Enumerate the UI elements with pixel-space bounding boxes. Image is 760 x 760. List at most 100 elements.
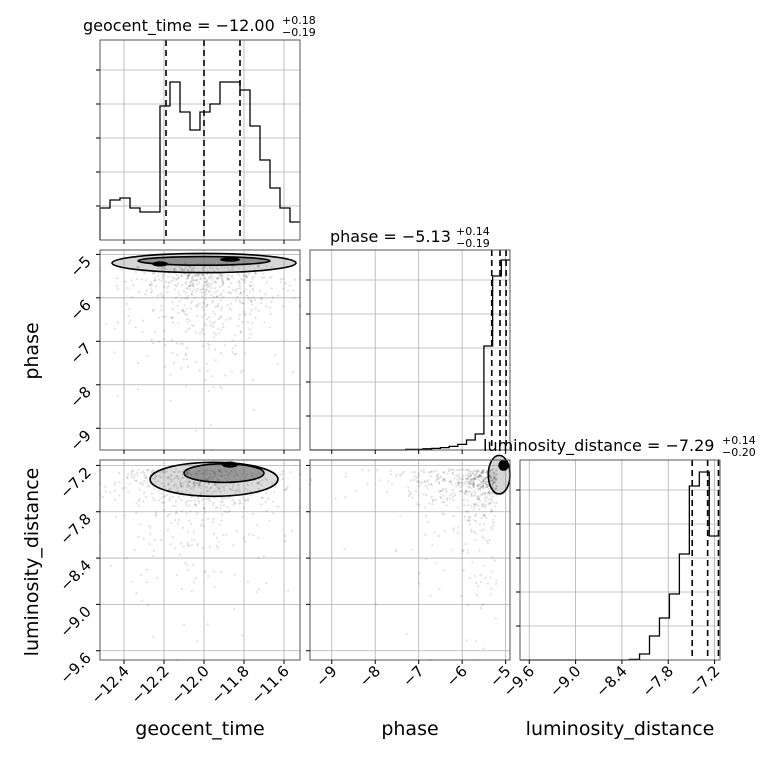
scatter-point xyxy=(193,485,196,488)
scatter-point xyxy=(257,309,260,312)
x-tick-label: −12.0 xyxy=(168,662,213,707)
scatter-point xyxy=(177,311,180,315)
scatter-point xyxy=(217,327,220,331)
scatter-point xyxy=(451,488,455,492)
scatter-point xyxy=(170,316,173,319)
scatter-point xyxy=(422,471,426,474)
scatter-point xyxy=(192,269,195,273)
scatter-point xyxy=(441,488,444,492)
scatter-point xyxy=(449,497,452,500)
scatter-point xyxy=(211,321,214,325)
scatter-point xyxy=(148,284,152,287)
scatter-point xyxy=(407,486,410,489)
scatter-point xyxy=(196,283,199,286)
scatter-point xyxy=(282,305,285,308)
scatter-point xyxy=(208,487,211,490)
scatter-point xyxy=(453,494,457,497)
scatter-point xyxy=(167,483,170,486)
scatter-point xyxy=(154,330,157,333)
scatter-point xyxy=(494,505,497,508)
scatter-point xyxy=(250,309,253,312)
scatter-point xyxy=(150,281,153,285)
scatter-point xyxy=(455,474,458,477)
scatter-point xyxy=(286,485,289,489)
scatter-point xyxy=(226,511,229,514)
scatter-point xyxy=(194,274,197,278)
scatter-point xyxy=(468,577,472,580)
scatter-point xyxy=(237,280,240,284)
scatter-point xyxy=(190,544,194,547)
panel-frame xyxy=(99,249,301,451)
scatter-point xyxy=(153,499,156,502)
scatter-point xyxy=(165,476,168,479)
scatter-point xyxy=(220,277,223,281)
scatter-point xyxy=(221,500,224,503)
scatter-point xyxy=(466,472,470,476)
scatter-point xyxy=(171,351,174,354)
scatter-point xyxy=(214,305,217,308)
scatter-point xyxy=(469,479,472,483)
scatter-point xyxy=(405,632,408,635)
scatter-point xyxy=(152,497,155,500)
scatter-point xyxy=(474,640,477,643)
scatter-point xyxy=(213,331,216,334)
scatter-point xyxy=(449,468,453,471)
scatter-point xyxy=(485,483,489,486)
density-contour xyxy=(487,454,511,495)
scatter-point xyxy=(191,284,194,287)
scatter-point xyxy=(141,599,144,602)
scatter-point xyxy=(152,309,155,313)
y-tick-label: −9.6 xyxy=(56,649,94,687)
scatter-point xyxy=(480,470,483,473)
scatter-point xyxy=(208,285,211,288)
scatter-point xyxy=(281,473,284,476)
scatter-point xyxy=(162,273,165,276)
x-axis-label-luminosity-distance: luminosity_distance xyxy=(526,718,715,740)
scatter-point xyxy=(445,504,448,507)
y-tick-label: −7 xyxy=(66,339,94,367)
scatter-point xyxy=(482,482,485,486)
scatter-point xyxy=(482,487,485,490)
scatter-point xyxy=(189,487,192,490)
scatter-point xyxy=(161,277,164,280)
scatter-point xyxy=(203,265,206,269)
scatter-point xyxy=(191,282,194,285)
scatter-point xyxy=(190,280,193,283)
scatter-point xyxy=(487,498,490,501)
scatter-point xyxy=(127,473,130,476)
scatter-point xyxy=(137,499,140,502)
scatter-point xyxy=(229,487,232,491)
scatter-point xyxy=(157,489,160,492)
scatter-point xyxy=(479,474,482,478)
scatter-point xyxy=(487,485,490,488)
scatter-point xyxy=(240,330,243,333)
scatter-point xyxy=(442,569,446,572)
scatter-point xyxy=(495,579,498,582)
scatter-point xyxy=(145,568,148,572)
scatter-point xyxy=(196,639,199,643)
scatter-point xyxy=(244,276,248,279)
scatter-point xyxy=(180,274,183,277)
scatter-point xyxy=(470,481,473,484)
scatter-point xyxy=(493,481,497,484)
scatter-point xyxy=(482,478,485,482)
scatter-point xyxy=(219,316,222,319)
scatter-point xyxy=(137,265,140,269)
y-tick-label: −7.2 xyxy=(56,464,94,502)
scatter-point xyxy=(474,491,477,494)
scatter-point xyxy=(171,535,174,539)
scatter-point xyxy=(468,482,471,486)
scatter-point xyxy=(250,303,254,306)
scatter-point xyxy=(417,472,420,475)
scatter-point xyxy=(192,285,195,288)
scatter-point xyxy=(240,277,243,280)
scatter-point xyxy=(229,292,232,295)
scatter-point xyxy=(460,482,464,485)
title-luminosity-distance-plus: +0.14 xyxy=(722,434,756,447)
scatter-point xyxy=(438,490,441,493)
scatter-point xyxy=(223,487,226,490)
scatter-point xyxy=(178,300,181,303)
scatter-point xyxy=(237,267,241,270)
scatter-point xyxy=(252,296,255,299)
scatter-point xyxy=(447,468,450,471)
